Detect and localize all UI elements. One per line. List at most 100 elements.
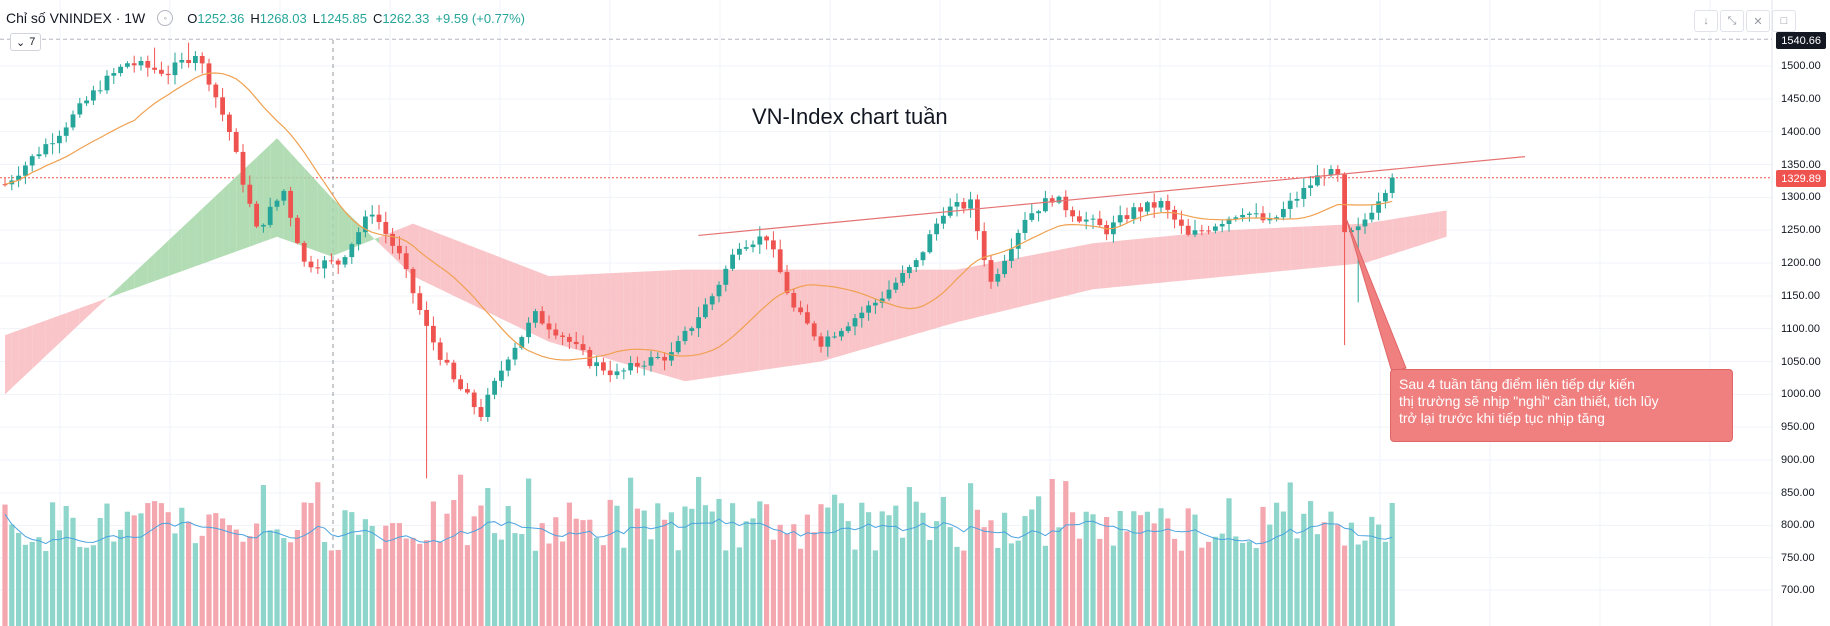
cloud-bear-segment: [93, 300, 101, 312]
close-icon[interactable]: ✕: [1746, 10, 1770, 32]
volume-bar: [152, 501, 158, 626]
cloud-bear-segment: [426, 228, 434, 286]
candle-body: [1199, 230, 1205, 232]
volume-bar: [1267, 524, 1273, 626]
volume-bar: [16, 533, 22, 626]
candle-body: [499, 370, 504, 381]
y-tick-label: 1500.00: [1781, 60, 1821, 72]
volume-bar: [335, 549, 341, 626]
candle-body: [907, 267, 912, 274]
volume-bar: [1172, 538, 1178, 626]
volume-bar: [22, 544, 28, 626]
cloud-bear-segment: [698, 269, 706, 380]
cloud-bear-segment: [25, 325, 33, 376]
volume-bar: [1042, 545, 1048, 626]
candle-body: [261, 224, 266, 227]
candle-body: [1172, 209, 1177, 220]
candle-body: [1083, 219, 1089, 222]
cloud-bear-segment: [1167, 235, 1175, 283]
volume-bar: [36, 537, 42, 626]
volume-bar: [362, 519, 368, 626]
cloud-bear-segment: [753, 269, 760, 372]
volume-bar: [1301, 513, 1307, 626]
candle-body: [845, 326, 851, 331]
cloud-bear-segment: [610, 272, 617, 362]
move-down-icon[interactable]: ↓: [1694, 10, 1718, 32]
expand-icon[interactable]: ⤡: [1720, 10, 1744, 32]
volume-bar: [811, 532, 817, 626]
candlesticks: [2, 42, 1395, 479]
candle-body: [1002, 260, 1007, 275]
candle-body: [23, 165, 28, 176]
cloud-bear-segment: [596, 273, 604, 358]
cloud-bear-segment: [1031, 253, 1039, 305]
volume-bar: [213, 513, 219, 626]
candle-body: [825, 336, 831, 347]
cloud-bear-segment: [1405, 215, 1413, 250]
indicators-collapse-button[interactable]: ⌄ 7: [10, 33, 42, 51]
y-tick-label: 1200.00: [1781, 257, 1821, 269]
volume-bar: [662, 519, 668, 626]
cloud-bear-segment: [1263, 228, 1270, 273]
volume-bar: [927, 539, 933, 626]
annotation-callout[interactable]: Sau 4 tuần tăng điểm liên tiếp dự kiến t…: [1390, 369, 1733, 442]
volume-bar: [1036, 496, 1042, 626]
cloud-bear-segment: [855, 269, 862, 352]
cloud-bear-segment: [569, 274, 577, 350]
candle-body: [1315, 175, 1320, 186]
volume-bar: [63, 505, 69, 626]
cloud-bull-segment: [134, 266, 141, 289]
cloud-bull-segment: [113, 285, 121, 296]
candle-body: [1213, 226, 1218, 231]
symbol-label[interactable]: Chỉ số VNINDEX · 1W: [6, 10, 146, 26]
volume-bar: [906, 487, 912, 626]
volume-bar: [1382, 541, 1388, 626]
cloud-bull-segment: [175, 227, 182, 274]
candle-body: [1131, 207, 1137, 219]
volume-bar: [1124, 531, 1130, 626]
cloud-bear-segment: [725, 269, 733, 376]
settings-icon[interactable]: □: [1772, 10, 1796, 32]
cloud-bear-segment: [453, 239, 461, 300]
candle-body: [227, 114, 232, 133]
candle-body: [580, 344, 586, 351]
cloud-bull-segment: [256, 151, 264, 245]
volume-bar: [1362, 540, 1368, 626]
candle-body: [356, 232, 361, 245]
volume-bar: [825, 507, 831, 626]
cloud-bear-segment: [1283, 227, 1291, 271]
cloud-bear-segment: [950, 269, 957, 325]
candle-body: [533, 311, 538, 323]
candle-body: [315, 267, 321, 269]
candle-body: [458, 379, 463, 390]
volume-bar: [736, 547, 742, 626]
volume-bar: [308, 502, 314, 626]
candle-body: [818, 336, 824, 347]
candle-body: [805, 312, 810, 324]
y-tick-label: 700.00: [1781, 584, 1815, 596]
volume-bar: [505, 505, 511, 626]
y-tick-label: 900.00: [1781, 454, 1815, 466]
high-label: H: [250, 10, 260, 26]
volume-bar: [342, 510, 348, 626]
volume-bar: [777, 524, 783, 626]
volume-bar: [1335, 524, 1341, 626]
volume-bar: [1158, 508, 1164, 626]
candle-body: [111, 73, 117, 76]
volume-bar: [886, 515, 892, 626]
visibility-eye-icon[interactable]: ◦: [157, 10, 174, 26]
cloud-bear-segment: [1140, 238, 1148, 285]
candle-body: [36, 154, 42, 157]
candle-body: [63, 127, 69, 136]
candle-body: [186, 59, 191, 64]
candle-body: [879, 298, 885, 303]
volume-bar: [920, 512, 926, 626]
candle-body: [274, 200, 280, 207]
candle-body: [369, 214, 375, 217]
cloud-bull-segment: [202, 202, 209, 264]
cloud-bear-segment: [1215, 230, 1223, 278]
candle-body: [301, 242, 307, 262]
volume-bar: [1117, 510, 1123, 626]
volume-bar: [723, 550, 729, 626]
